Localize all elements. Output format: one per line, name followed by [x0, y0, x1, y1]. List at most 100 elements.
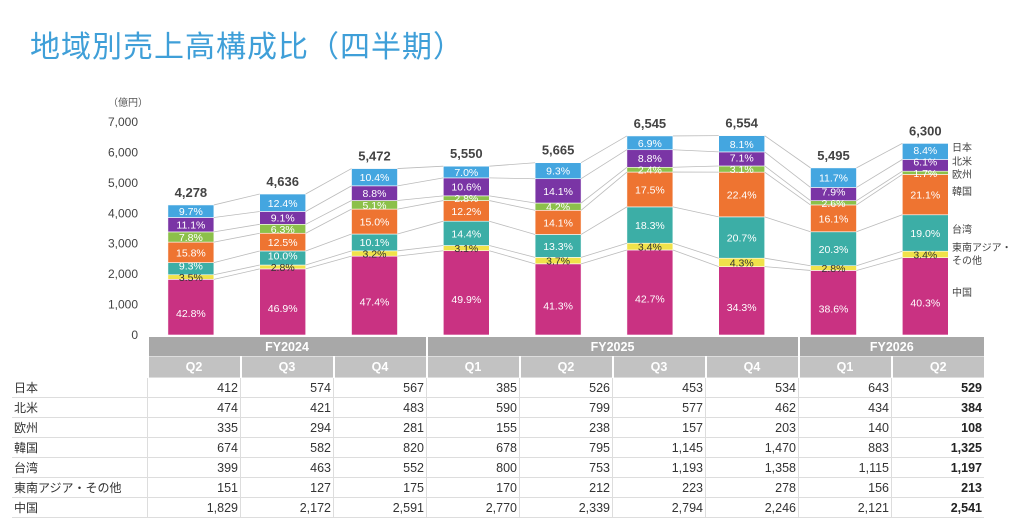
connector-line	[305, 185, 352, 212]
data-label: 46.9%	[268, 303, 298, 315]
table-cell: 2,794	[612, 497, 706, 518]
total-label: 5,665	[542, 143, 575, 158]
header-blank	[12, 357, 148, 378]
table-cell: 795	[519, 437, 613, 458]
data-label: 9.3%	[546, 166, 570, 178]
data-label: 7.1%	[730, 153, 754, 165]
data-label: 42.7%	[635, 293, 665, 305]
data-label: 8.8%	[638, 153, 662, 165]
table-cell: 2,121	[798, 497, 892, 518]
bar-segment	[626, 171, 674, 208]
bar-segment	[351, 168, 398, 187]
data-label: 20.7%	[727, 233, 757, 245]
connector-line	[580, 135, 628, 164]
table-cell: 1,145	[612, 437, 706, 458]
connector-line	[213, 211, 260, 218]
table-cell: 223	[612, 477, 706, 498]
bar-segment	[351, 255, 398, 336]
table-cell: 2,591	[333, 497, 427, 518]
table-cell: 384	[891, 397, 984, 418]
table-cell: 534	[705, 377, 799, 398]
data-label: 8.4%	[913, 145, 937, 157]
table-cell: 1,193	[612, 457, 706, 478]
connector-line	[305, 208, 352, 234]
table-cell: 590	[426, 397, 520, 418]
data-label: 38.6%	[819, 304, 849, 316]
total-label: 4,636	[266, 174, 299, 189]
data-label: 16.1%	[819, 213, 849, 225]
connector-line	[764, 266, 811, 271]
bar-segment	[534, 178, 582, 204]
connector-line	[580, 166, 628, 204]
row-label: 台湾	[12, 457, 148, 478]
connector-line	[305, 200, 352, 225]
connector-line	[764, 257, 811, 267]
connector-line	[672, 249, 719, 268]
connector-line	[856, 170, 903, 201]
y-tick-label: 2,000	[108, 267, 138, 281]
data-label: 10.1%	[360, 237, 390, 249]
connector-line	[397, 250, 444, 257]
bar-segment	[534, 162, 582, 180]
data-table: FY2024 FY2025 FY2026 Q2 Q3 Q4 Q1 Q2 Q3 Q4 Q1 Q2 日本 41…	[12, 337, 984, 518]
connector-line	[213, 193, 260, 206]
legend-label: 日本	[952, 141, 972, 154]
connector-line	[856, 174, 903, 206]
y-tick-label: 1,000	[108, 298, 138, 312]
data-label: 14.1%	[543, 186, 573, 198]
bar-segment	[901, 214, 949, 252]
data-label: 10.4%	[360, 172, 390, 184]
fiscal-year-header-cell: FY2024	[146, 337, 427, 357]
data-label: 10.0%	[268, 250, 298, 262]
quarter-header-cell: Q4	[332, 356, 427, 378]
data-label: 15.0%	[360, 217, 390, 229]
table-cell: 820	[333, 437, 427, 458]
connector-line	[397, 195, 444, 201]
table-row: 日本 412 574 567 385 526 453 534 643 529	[12, 377, 984, 398]
data-label: 20.3%	[819, 244, 849, 256]
connector-line	[672, 165, 719, 168]
page-title: 地域別売上高構成比（四半期）	[30, 30, 464, 65]
table-cell: 1,115	[798, 457, 892, 478]
data-label: 34.3%	[727, 302, 757, 314]
data-label: 8.1%	[730, 139, 754, 151]
bar-segment	[167, 204, 215, 218]
table-cell: 170	[426, 477, 520, 498]
data-label: 3.4%	[913, 249, 937, 261]
table-cell: 213	[891, 477, 984, 498]
data-label: 40.3%	[910, 297, 940, 309]
bar-segment	[810, 270, 857, 336]
table-cell: 483	[333, 397, 427, 418]
data-label: 47.4%	[360, 297, 390, 309]
legend-label: 台湾	[952, 223, 972, 236]
y-tick-label: 0	[131, 328, 138, 342]
bar-segment	[167, 279, 215, 336]
connector-line	[213, 223, 260, 233]
data-label: 9.1%	[271, 212, 295, 224]
table-row: 中国 1,829 2,172 2,591 2,770 2,339 2,794 2,246 2,1…	[12, 497, 984, 518]
table-cell: 156	[798, 477, 892, 498]
bar-segment	[534, 263, 582, 336]
table-cell: 577	[612, 397, 706, 418]
connector-line	[397, 220, 444, 235]
table-cell: 212	[519, 477, 613, 498]
data-label: 12.2%	[451, 206, 481, 218]
connector-line	[489, 250, 536, 265]
table-cell: 203	[705, 417, 799, 438]
connector-line	[764, 151, 811, 188]
data-label: 14.4%	[451, 228, 481, 240]
quarter-header: Q2 Q3 Q4 Q1 Q2 Q3 Q4 Q1 Q2	[12, 356, 984, 378]
connector-line	[856, 250, 903, 267]
data-label: 19.0%	[910, 228, 940, 240]
table-cell: 399	[147, 457, 241, 478]
data-label: 12.5%	[268, 237, 298, 249]
quarter-header-cell: Q1	[797, 356, 892, 378]
bar-segment	[901, 143, 949, 160]
total-label: 5,550	[450, 146, 483, 161]
table-cell: 294	[240, 417, 334, 438]
data-label: 21.1%	[910, 190, 940, 202]
data-label: 41.3%	[543, 300, 573, 312]
connector-line	[213, 232, 260, 243]
row-label: 中国	[12, 497, 148, 518]
